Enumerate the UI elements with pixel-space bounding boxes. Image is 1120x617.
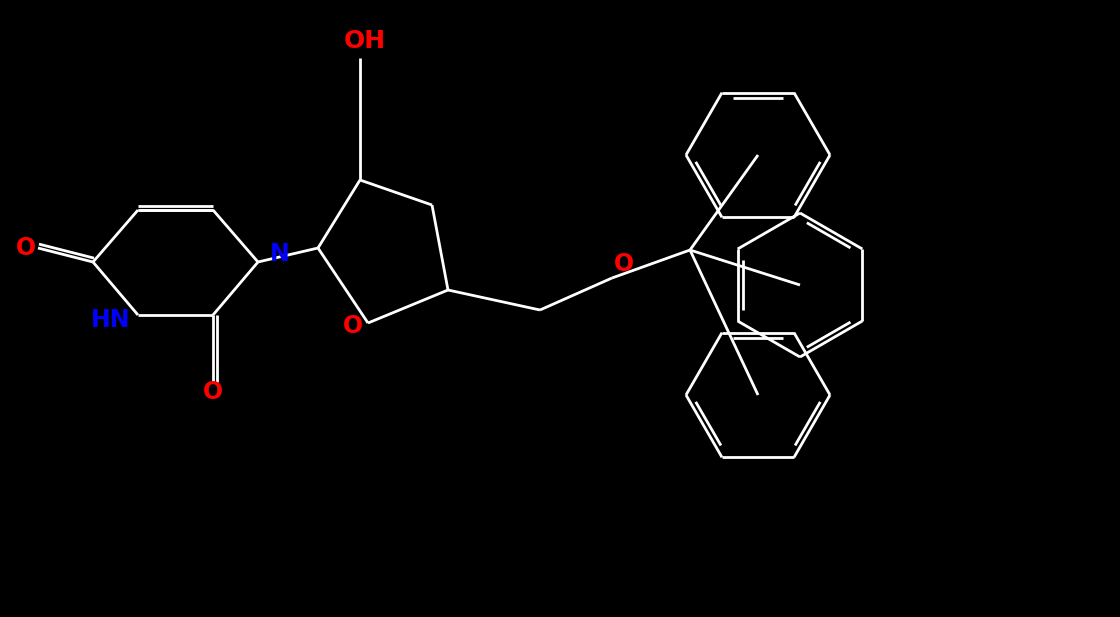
Text: HN: HN xyxy=(91,308,130,332)
Text: O: O xyxy=(614,252,634,276)
Text: O: O xyxy=(16,236,36,260)
Text: N: N xyxy=(270,242,290,266)
Text: O: O xyxy=(203,380,223,404)
Text: O: O xyxy=(343,314,363,338)
Text: OH: OH xyxy=(344,29,386,53)
